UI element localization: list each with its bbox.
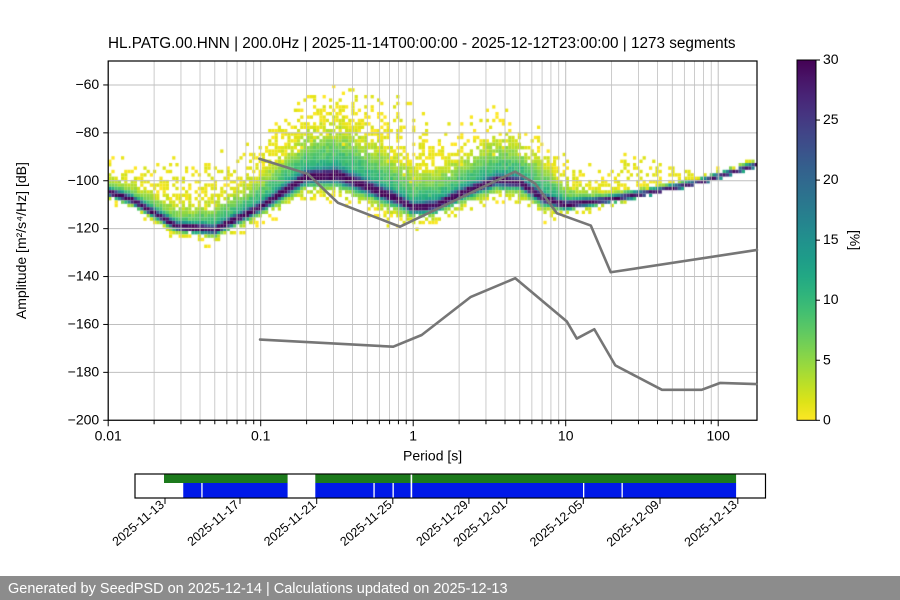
svg-text:5: 5 bbox=[823, 351, 831, 367]
svg-text:−140: −140 bbox=[68, 268, 100, 284]
svg-text:15: 15 bbox=[823, 231, 839, 247]
svg-text:−160: −160 bbox=[68, 315, 100, 331]
svg-text:[%]: [%] bbox=[847, 230, 863, 250]
svg-text:2025-12-13: 2025-12-13 bbox=[682, 498, 740, 550]
svg-text:2025-12-05: 2025-12-05 bbox=[527, 498, 585, 550]
svg-text:Amplitude [m²/s⁴/Hz] [dB]: Amplitude [m²/s⁴/Hz] [dB] bbox=[13, 162, 29, 319]
svg-text:0.01: 0.01 bbox=[95, 427, 122, 443]
svg-text:30: 30 bbox=[823, 51, 839, 67]
svg-text:20: 20 bbox=[823, 171, 839, 187]
svg-text:2025-11-17: 2025-11-17 bbox=[185, 498, 242, 549]
svg-text:100: 100 bbox=[707, 427, 731, 443]
svg-text:−100: −100 bbox=[68, 172, 100, 188]
svg-text:Period [s]: Period [s] bbox=[403, 447, 462, 463]
svg-text:10: 10 bbox=[823, 291, 839, 307]
svg-text:2025-11-21: 2025-11-21 bbox=[261, 498, 318, 549]
svg-text:2025-11-25: 2025-11-25 bbox=[337, 498, 394, 549]
svg-text:−180: −180 bbox=[68, 363, 100, 379]
svg-text:0.1: 0.1 bbox=[251, 427, 271, 443]
svg-text:25: 25 bbox=[823, 111, 839, 127]
svg-text:−200: −200 bbox=[68, 411, 100, 427]
svg-text:1: 1 bbox=[409, 427, 417, 443]
svg-text:10: 10 bbox=[558, 427, 574, 443]
svg-text:2025-12-09: 2025-12-09 bbox=[604, 498, 662, 550]
svg-text:2025-11-13: 2025-11-13 bbox=[110, 498, 167, 549]
svg-text:−80: −80 bbox=[75, 124, 99, 140]
svg-text:0: 0 bbox=[823, 411, 831, 427]
svg-text:−60: −60 bbox=[75, 76, 99, 92]
svg-text:−120: −120 bbox=[68, 220, 100, 236]
